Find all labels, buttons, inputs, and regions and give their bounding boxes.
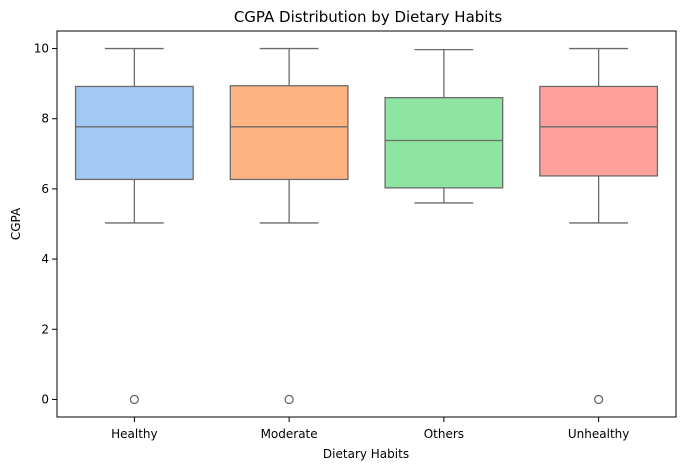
- box-group-others: [384, 48, 504, 204]
- x-tick-label: Unhealthy: [568, 427, 629, 441]
- iqr-box: [74, 85, 194, 181]
- y-tick-label: 0: [41, 392, 49, 406]
- y-tick-label: 2: [41, 322, 49, 336]
- outlier-point: [129, 394, 140, 405]
- y-tick-label: 8: [41, 112, 49, 126]
- outlier-point: [284, 394, 294, 405]
- plot-area: [74, 47, 659, 405]
- y-axis-label: CGPA: [9, 207, 23, 240]
- plot-frame: [56, 30, 677, 418]
- x-tick-label: Others: [424, 427, 464, 441]
- chart-title: CGPA Distribution by Dietary Habits: [234, 8, 503, 26]
- x-tick-label: Moderate: [261, 427, 318, 441]
- x-axis-label: Dietary Habits: [323, 447, 409, 461]
- y-axis: 0 2 4 6 8 10: [34, 42, 57, 406]
- iqr-box: [229, 85, 349, 181]
- x-axis: Healthy Moderate Others Unhealthy: [111, 417, 629, 441]
- box-group-unhealthy: [539, 47, 659, 405]
- outlier-point: [593, 394, 604, 405]
- y-tick-label: 6: [41, 182, 49, 196]
- y-tick-label: 4: [41, 252, 49, 266]
- y-tick-label: 10: [34, 42, 49, 56]
- box-group-healthy: [74, 47, 194, 405]
- box-group-moderate: [229, 47, 349, 405]
- x-tick-label: Healthy: [111, 427, 158, 441]
- iqr-box: [539, 85, 659, 177]
- iqr-box: [384, 97, 504, 189]
